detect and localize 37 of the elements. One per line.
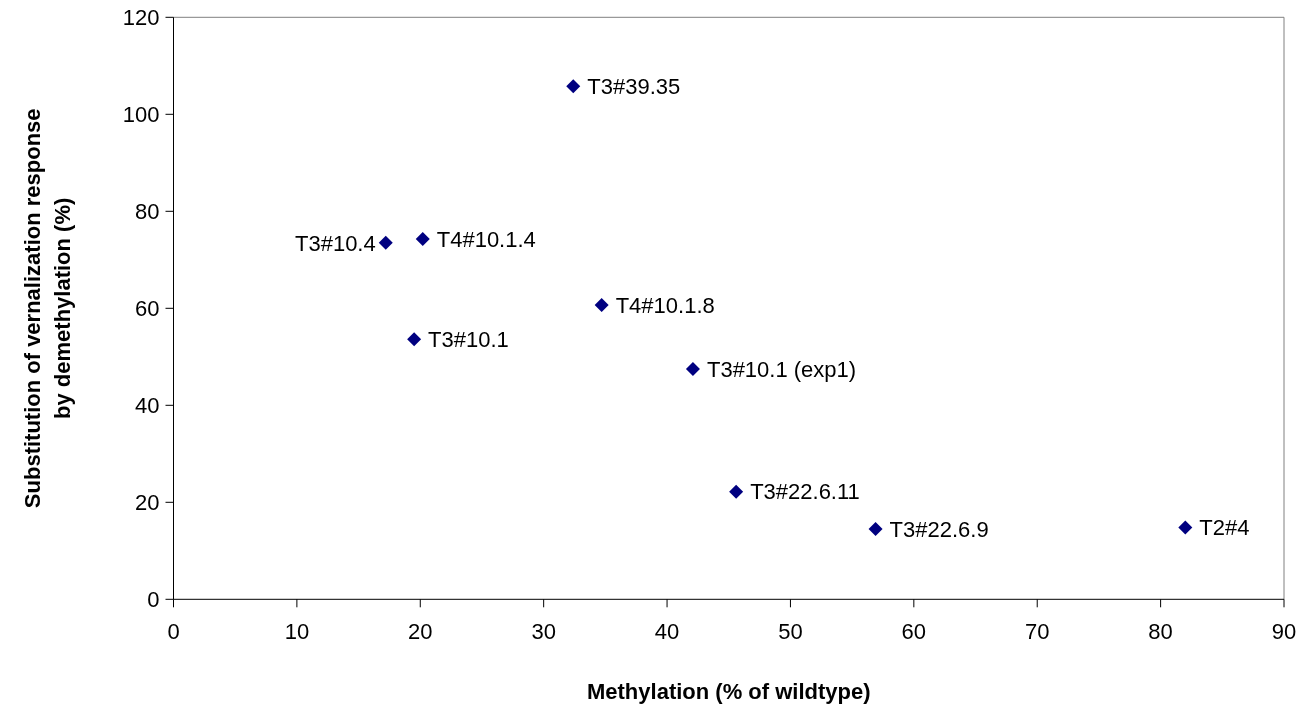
y-tick-label: 40 <box>135 393 160 418</box>
annotation: T3#10.1 (exp1) <box>706 356 857 382</box>
y-tick-label: 80 <box>135 199 160 224</box>
annotation: T3#10.4 <box>294 230 376 256</box>
x-tick-label: 30 <box>531 619 556 645</box>
point <box>868 521 883 536</box>
annotation: T3#10.1 <box>428 327 509 353</box>
y-tick-label: 60 <box>135 296 160 321</box>
x-tick-label: 40 <box>654 619 680 645</box>
annotation: T4#10.1.4 <box>436 226 536 252</box>
annotation: T3#22.6.11 <box>750 479 860 505</box>
x-tick-label: 50 <box>778 619 803 645</box>
point <box>685 361 700 376</box>
x-tick-label: 20 <box>408 619 433 645</box>
x-tick-label: 0 <box>167 619 180 645</box>
point <box>566 79 581 94</box>
y-tick-label: 20 <box>135 490 160 515</box>
y-axis-title: Substitution of vernalization response by demethylation (%) <box>20 108 75 509</box>
point <box>594 297 609 312</box>
annotation: T3#22.6.9 <box>889 516 989 542</box>
y-tick-label: 0 <box>147 587 160 612</box>
x-axis-title: Methylation (% of wildtype) <box>586 679 871 705</box>
point <box>407 332 422 347</box>
annotation: T4#10.1.8 <box>615 292 715 318</box>
y-tick-label: 100 <box>122 102 160 127</box>
x-tick-label: 60 <box>901 619 927 645</box>
x-tick-label: 70 <box>1024 619 1050 645</box>
annotation: T2#4 <box>1199 515 1250 541</box>
point <box>1178 520 1193 535</box>
x-tick-label: 80 <box>1148 619 1173 645</box>
x-tick-label: 90 <box>1271 619 1297 645</box>
point <box>729 484 744 499</box>
point <box>378 235 393 250</box>
point <box>415 231 430 246</box>
annotation: T3#39.35 <box>587 73 681 99</box>
y-tick-label: 120 <box>122 5 160 30</box>
x-tick-label: 10 <box>284 619 310 645</box>
